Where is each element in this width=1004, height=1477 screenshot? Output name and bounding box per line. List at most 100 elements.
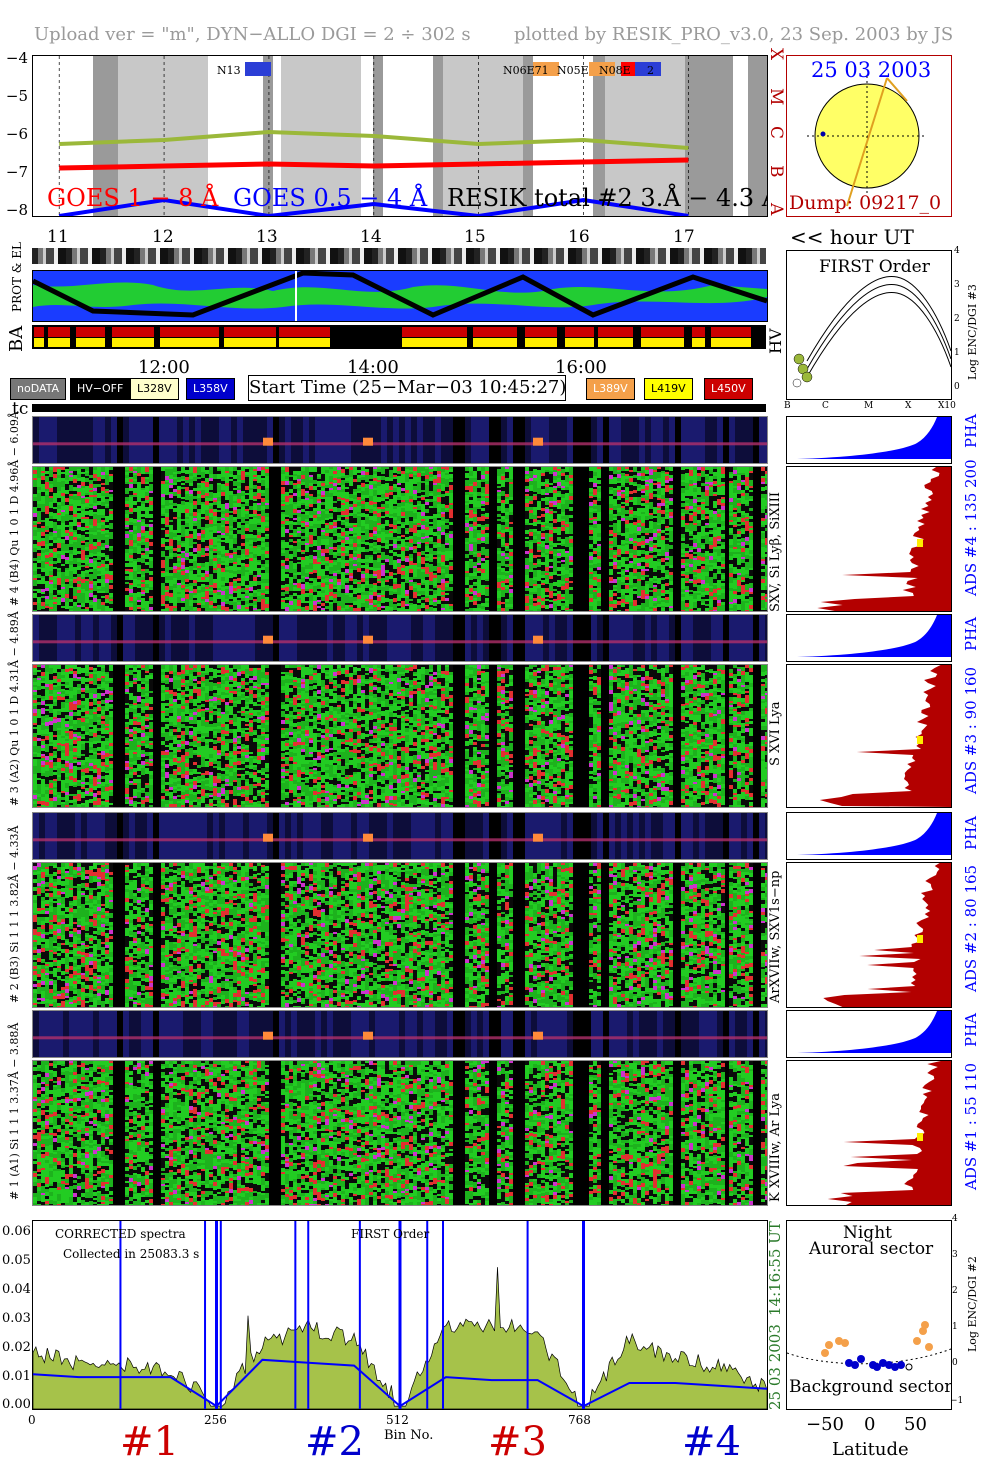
ads-pixel [297,510,301,513]
ads-pixel [189,586,193,589]
ads-pixel [425,524,429,527]
ads-pixel [265,608,269,611]
ads-pixel [61,572,65,576]
ads-pixel [169,529,173,532]
ba-label: BA [6,326,27,352]
ads-pixel [373,481,377,484]
ads-pixel [129,514,133,518]
ads-pixel [325,568,329,571]
ads-pixel [61,559,65,562]
ads-pixel [229,518,233,521]
ads-pixel [301,499,305,503]
ads-pixel [149,564,153,568]
ads-pixel [109,535,113,539]
ads-pixel [205,553,209,556]
ads-pixel [221,563,225,565]
ads-pixel [181,519,185,521]
ads-pixel [349,520,353,523]
ads-pixel [257,491,261,493]
ads-pixel [181,598,185,601]
ads-pixel [437,500,441,502]
ads-pixel [465,507,469,510]
ads-pixel [349,498,353,501]
ads-pixel [69,526,73,529]
ads-pixel [201,475,205,478]
ads-pixel [349,536,353,539]
ads-pixel [77,485,81,488]
ads-pixel [85,503,89,507]
ads-pixel [193,518,197,521]
hour-tick: 11 [47,227,69,247]
ads-pixel [413,604,417,608]
ads-pixel [97,528,101,530]
ads-pixel [469,480,473,484]
ads-pixel [321,481,325,483]
ads-pixel [141,548,145,551]
ads-pixel [233,481,237,483]
ads-pixel [245,509,249,511]
ads-pixel [181,471,185,473]
ads-pixel [197,568,201,570]
ads-pixel [469,478,473,480]
ads-pixel [237,499,241,503]
ads-pixel [129,567,133,569]
ads-pixel [205,585,209,587]
ads-pixel [133,567,137,571]
ads-pixel [301,518,305,521]
ads-pixel [209,566,213,570]
ads-pixel [77,527,81,530]
ads-pixel [173,485,177,489]
ba-yellow-segment [402,338,467,347]
ads-pixel [421,516,425,519]
ads-pixel [77,603,81,605]
ads-pixel [61,498,65,502]
ads-pixel [393,564,397,567]
ads-pixel [173,479,177,483]
ads-pixel [441,558,445,562]
ads-pixel [349,534,353,536]
ads-pixel [313,518,317,520]
ads-pixel [209,487,213,490]
ads-pixel [393,604,397,607]
ads-pixel [221,540,225,542]
ads-pixel [325,475,329,478]
ads-pixel [381,581,385,585]
ads-pixel [93,558,97,561]
ads-pixel [293,551,297,555]
ads-pixel [217,523,221,526]
ads-pixel [201,561,205,563]
ads-pixel [85,558,89,560]
ads-pixel [209,539,213,542]
ads-pixel [337,523,341,527]
ads-pixel [253,489,257,492]
ads-pixel [125,574,129,576]
ads-pixel [397,574,401,576]
ads-pixel [49,508,53,512]
ads-pixel [197,513,201,516]
ads-pixel [105,471,109,475]
ads-pixel [125,598,129,600]
ads-pixel [233,586,237,588]
ads-pixel [417,552,421,556]
ads-pixel [189,520,193,523]
ads-pixel [77,511,81,513]
ads-pixel [409,486,413,490]
ads-pixel [429,541,433,544]
ba-status-bars [34,327,751,347]
ads-pixel [341,495,345,498]
ads-pixel [181,575,185,579]
ads-pixel [73,545,77,547]
ads-pixel [209,570,213,574]
ads-pixel [413,507,417,509]
ads-pixel [137,543,141,546]
ads-pixel [173,535,177,537]
ads-pixel [65,551,69,553]
ads-pixel [433,594,437,598]
ads-pixel [293,583,297,585]
ads-pixel [97,591,101,593]
ads-pixel [389,591,393,593]
ads-pixel [53,569,57,572]
ads-pixel [101,553,105,557]
start-time-label: Start Time (25−Mar−03 10:45:27) [248,375,566,401]
ads-pixel [417,485,421,487]
